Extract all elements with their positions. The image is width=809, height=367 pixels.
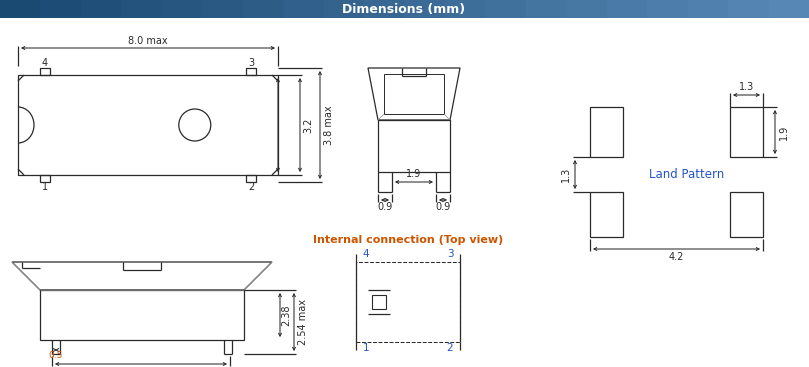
Text: 2: 2 xyxy=(447,343,453,353)
Text: 0.9: 0.9 xyxy=(435,202,451,212)
Bar xyxy=(162,0,203,18)
Text: 8.0 max: 8.0 max xyxy=(128,36,167,46)
Text: 3.2: 3.2 xyxy=(303,117,313,133)
Text: 1.3: 1.3 xyxy=(561,167,571,182)
Bar xyxy=(445,0,486,18)
Text: 1.9: 1.9 xyxy=(406,169,421,179)
Bar xyxy=(283,0,324,18)
Text: 0.9: 0.9 xyxy=(377,202,392,212)
Bar xyxy=(364,0,405,18)
Text: 2.54 max: 2.54 max xyxy=(298,299,308,345)
Text: 3.8 max: 3.8 max xyxy=(324,105,334,145)
Bar xyxy=(566,0,608,18)
Bar xyxy=(40,0,82,18)
Text: 3: 3 xyxy=(447,249,453,259)
Text: Internal connection (Top view): Internal connection (Top view) xyxy=(313,235,503,245)
Text: Dimensions (mm): Dimensions (mm) xyxy=(342,3,465,15)
Text: 2.38: 2.38 xyxy=(281,304,291,326)
Bar xyxy=(728,0,769,18)
Text: 4.2: 4.2 xyxy=(669,252,684,262)
Bar xyxy=(202,0,244,18)
Text: 4: 4 xyxy=(42,58,48,68)
Bar xyxy=(404,0,446,18)
Bar xyxy=(688,0,729,18)
Bar xyxy=(485,0,527,18)
Text: 1: 1 xyxy=(42,182,48,192)
Text: Land Pattern: Land Pattern xyxy=(649,168,724,181)
Bar xyxy=(324,0,365,18)
Text: 1: 1 xyxy=(362,343,370,353)
Bar xyxy=(769,0,809,18)
Text: 1.3: 1.3 xyxy=(739,82,754,92)
Bar xyxy=(526,0,567,18)
Bar xyxy=(607,0,648,18)
Text: 0.5: 0.5 xyxy=(49,352,63,360)
Text: 2: 2 xyxy=(248,182,254,192)
Bar xyxy=(647,0,688,18)
Bar xyxy=(121,0,163,18)
Bar xyxy=(81,0,122,18)
Bar xyxy=(0,0,41,18)
Text: 4: 4 xyxy=(362,249,370,259)
Bar xyxy=(243,0,284,18)
Text: 3: 3 xyxy=(248,58,254,68)
Text: 1.9: 1.9 xyxy=(779,124,789,139)
